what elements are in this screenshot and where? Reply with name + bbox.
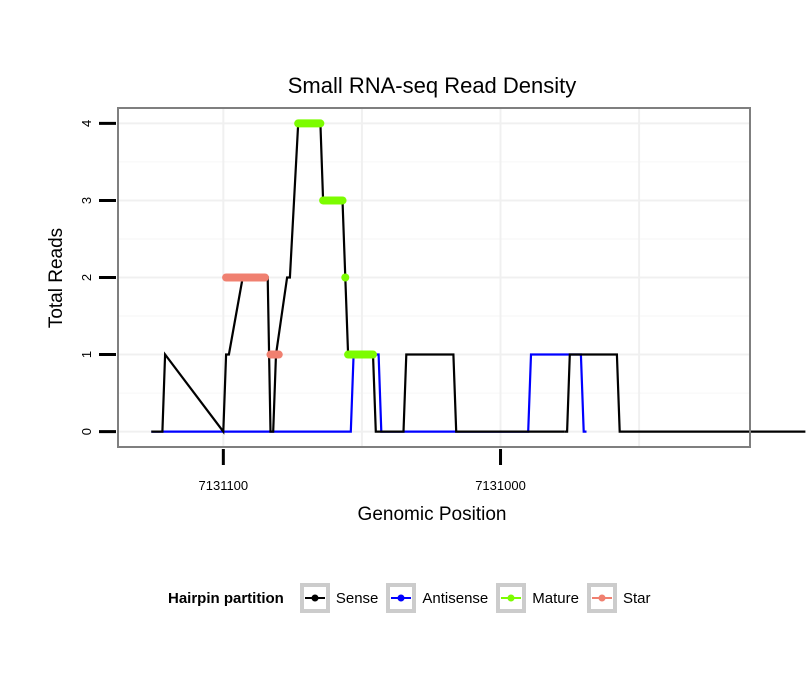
legend: Hairpin partition Sense Antisense Mature…	[168, 578, 658, 618]
y-axis-title: Total Reads	[46, 228, 67, 328]
legend-key-star	[586, 583, 617, 613]
legend-label-sense: Sense	[335, 589, 379, 607]
y-tick-label: 2	[79, 274, 94, 281]
plot-area: 0 1 2 3 4 7131100 7131000	[79, 107, 806, 493]
series-line-sense2	[564, 353, 806, 433]
legend-key-mature	[496, 583, 527, 613]
x-axis-title: Genomic Position	[358, 504, 507, 525]
legend-item-star: Star	[586, 583, 651, 613]
legend-key-antisense	[386, 583, 417, 613]
legend-label-star: Star	[622, 589, 651, 607]
legend-item-sense: Sense	[299, 583, 379, 613]
legend-label-antisense: Antisense	[422, 589, 489, 607]
x-tick-label: 7131100	[199, 478, 249, 493]
series-line-antisense	[151, 353, 587, 433]
legend-item-mature: Mature	[496, 583, 579, 613]
chart-title: Small RNA-seq Read Density	[288, 73, 577, 98]
x-tick-label: 7131000	[475, 478, 526, 493]
legend-title: Hairpin partition	[168, 589, 284, 607]
legend-label-mature: Mature	[532, 589, 579, 607]
panel-border	[117, 107, 751, 448]
y-tick-label: 0	[79, 428, 94, 435]
y-tick-label: 3	[79, 197, 94, 204]
legend-key-sense	[299, 583, 330, 613]
series-line-sense	[151, 122, 565, 435]
y-tick-label: 4	[79, 120, 94, 127]
mature-point	[341, 273, 350, 282]
y-tick-label: 1	[79, 351, 94, 358]
legend-item-antisense: Antisense	[386, 583, 488, 613]
